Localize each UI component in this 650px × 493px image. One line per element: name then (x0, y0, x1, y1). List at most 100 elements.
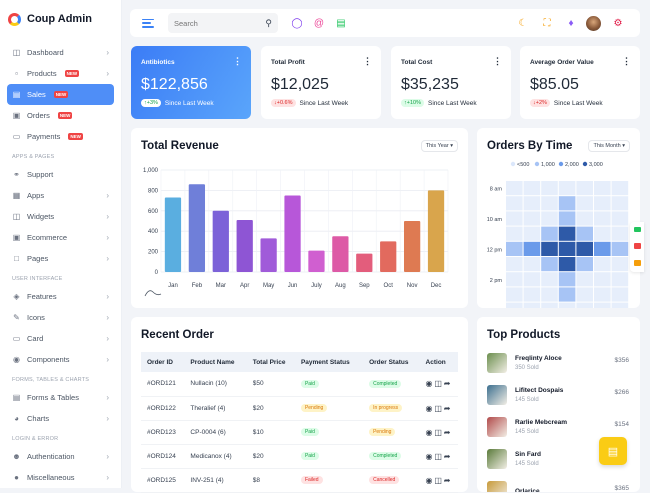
folder-icon[interactable] (634, 260, 641, 266)
sidebar-item-authentication[interactable]: ☻ Authentication › (7, 446, 114, 467)
heatmap-cell (576, 211, 593, 226)
share-icon[interactable]: ➦ (443, 451, 451, 461)
sidebar-item-label: Card (27, 334, 44, 343)
sidebar-item-charts[interactable]: ◕ Charts › (7, 408, 114, 429)
pen-icon: ✎ (13, 313, 20, 322)
more-icon[interactable]: ⋮ (622, 56, 631, 66)
list-item[interactable]: Sin Fard 145 Sold (487, 449, 629, 469)
sidebar-item-pages[interactable]: □ Pages › (7, 248, 114, 269)
sidebar-item-orders[interactable]: ▣ Orders NEW (7, 105, 114, 126)
sidebar-item-miscellaneous[interactable]: ● Miscellaneous › (7, 467, 114, 488)
more-icon[interactable]: ⋮ (493, 56, 502, 66)
table-row[interactable]: #ORD122 Theralief (4) $20 Pending In pro… (141, 396, 458, 421)
sidebar-item-sales[interactable]: ▤ Sales NEW (7, 84, 114, 105)
floating-action-button[interactable]: ▤ (599, 437, 627, 465)
sidebar-nav: ◫ Dashboard › ▫ Products NEW › ▤ Sales NEW ▣ Ord… (0, 38, 121, 492)
table-row[interactable]: #ORD121 Nullacin (10) $50 Paid Completed… (141, 372, 458, 397)
menu-toggle-icon[interactable] (142, 18, 154, 28)
kpi-card-antibiotics[interactable]: Antibiotics ⋮ $122,856 ↑+3% Since Last We… (131, 46, 251, 119)
heatmap-cell (576, 196, 593, 211)
heatmap-cell (523, 181, 541, 196)
delete-icon[interactable]: ◫ (434, 451, 442, 461)
product-info: Freqlinty Aloce 350 Sold (515, 355, 562, 371)
form-icon: ▤ (12, 393, 21, 402)
at-icon[interactable]: @ (313, 17, 325, 29)
sidebar-item-features[interactable]: ◈ Features › (7, 286, 114, 307)
sidebar-item-components[interactable]: ◉ Components › (7, 349, 114, 370)
sidebar: Coup Admin ◫ Dashboard › ▫ Products NEW › ▤ Sa… (0, 0, 122, 488)
heatmap-cell (506, 211, 523, 226)
list-item[interactable]: Freqlinty Aloce 350 Sold $356 (487, 353, 629, 373)
heatmap-cell (558, 196, 576, 211)
delete-icon[interactable]: ◫ (434, 403, 442, 413)
search-icon[interactable]: ⚲ (265, 17, 272, 28)
sidebar-item-card[interactable]: ▭ Card › (7, 328, 114, 349)
view-icon[interactable]: ◉ (425, 379, 433, 389)
share-icon[interactable]: ➦ (443, 379, 451, 389)
kpi-value: $85.05 (530, 76, 579, 93)
sidebar-item-payments[interactable]: ▭ Payments NEW (7, 126, 114, 147)
moon-icon[interactable]: ☾ (518, 17, 528, 29)
sidebar-item-ecommerce[interactable]: ▣ Ecommerce › (7, 227, 114, 248)
table-row[interactable]: #ORD123 CP-0004 (6) $10 Paid Pending ◉ ◫… (141, 420, 458, 445)
product-info: Lifitect Dospais 145 Sold (515, 387, 563, 403)
order-status-badge: Pending (369, 428, 396, 436)
view-icon[interactable]: ◉ (425, 427, 433, 437)
period-dropdown[interactable]: This Month ▾ (588, 140, 630, 152)
share-icon[interactable]: ➦ (443, 403, 451, 413)
clipboard-icon[interactable]: ▤ (336, 17, 346, 29)
list-item[interactable]: Rarlie Mebcream 145 Sold $154 (487, 417, 629, 437)
legend-label: 3,000 (589, 162, 603, 168)
sidebar-item-label: Miscellaneous (27, 473, 75, 482)
sidebar-item-label: Support (27, 170, 54, 179)
view-icon[interactable]: ◉ (425, 403, 433, 413)
sidebar-item-dashboard[interactable]: ◫ Dashboard › (7, 42, 114, 63)
view-icon[interactable]: ◉ (425, 451, 433, 461)
avatar[interactable] (586, 15, 601, 31)
change-badge: ↑+10% (401, 99, 424, 107)
share-icon[interactable]: ➦ (443, 475, 451, 485)
heatmap-cell (523, 196, 541, 211)
product-name: Theralief (4) (184, 396, 247, 421)
sidebar-item-products[interactable]: ▫ Products NEW › (7, 63, 114, 84)
kpi-card-total-cost[interactable]: Total Cost ⋮ $35,235 ↑+10% Since Last Wee… (391, 46, 511, 119)
kpi-card-total-profit[interactable]: Total Profit ⋮ $12,025 ↓+0.6% Since Last … (261, 46, 381, 119)
list-item[interactable]: Orlarice $365 (487, 481, 629, 492)
table-row[interactable]: #ORD124 Medicanox (4) $20 Paid Completed… (141, 444, 458, 469)
delete-icon[interactable]: ◫ (434, 379, 442, 389)
gear-icon[interactable]: ⚙ (613, 17, 623, 29)
chat-icon[interactable]: ◯ (291, 17, 303, 29)
brand[interactable]: Coup Admin (0, 0, 121, 38)
delete-icon[interactable]: ◫ (434, 427, 442, 437)
more-icon[interactable]: ⋮ (363, 56, 372, 66)
sidebar-item-icons[interactable]: ✎ Icons › (7, 307, 114, 328)
sidebar-item-apps[interactable]: ▦ Apps › (7, 185, 114, 206)
chevron-right-icon: › (106, 414, 109, 423)
bell-icon[interactable]: ♦ (568, 17, 574, 29)
view-icon[interactable]: ◉ (425, 475, 433, 485)
list-item[interactable]: Lifitect Dospais 145 Sold $266 (487, 385, 629, 405)
kpi-card-average-order-value[interactable]: Average Order Value ⋮ $85.05 ↓+2% Since L… (520, 46, 640, 119)
sidebar-item-label: Authentication (27, 452, 75, 461)
heatmap-cell (541, 257, 558, 272)
table-row[interactable]: #ORD125 INV-251 (4) $8 Failed Cancelled … (141, 468, 458, 493)
period-dropdown[interactable]: This Year ▾ (420, 140, 458, 152)
money-icon[interactable] (634, 227, 641, 232)
x-tick-label: Jan (168, 283, 178, 289)
order-status-cell: Pending (363, 420, 420, 445)
image-icon[interactable] (634, 243, 641, 249)
product-name: Sin Fard (515, 451, 542, 458)
heatmap-cell (523, 226, 541, 241)
section-login: LOGIN & ERROR (12, 436, 59, 442)
delete-icon[interactable]: ◫ (434, 475, 442, 485)
share-icon[interactable]: ➦ (443, 427, 451, 437)
bar (260, 238, 277, 272)
search-input[interactable] (174, 18, 254, 28)
bar (236, 219, 253, 272)
sidebar-item-support[interactable]: ⚭ Support (7, 164, 114, 185)
more-icon[interactable]: ⋮ (233, 56, 242, 66)
table-header: Order ID Product Name Total Price Paymen… (141, 352, 458, 372)
sidebar-item-forms-tables[interactable]: ▤ Forms & Tables › (7, 387, 114, 408)
sidebar-item-widgets[interactable]: ◫ Widgets › (7, 206, 114, 227)
fullscreen-icon[interactable]: ⛶ (543, 17, 551, 29)
